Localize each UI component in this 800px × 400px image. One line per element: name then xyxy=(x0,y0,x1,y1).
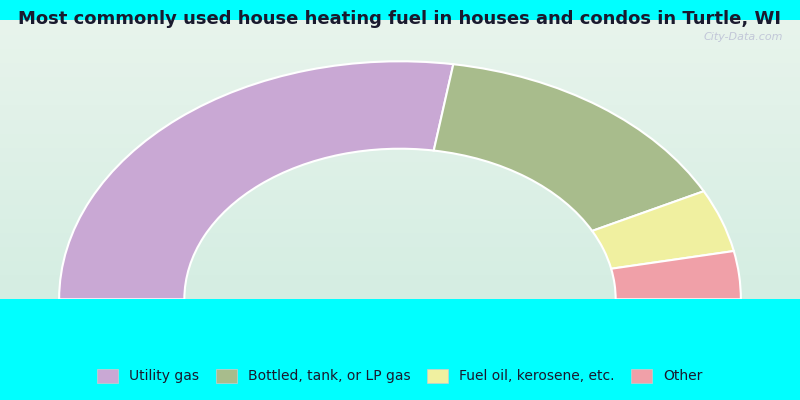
Wedge shape xyxy=(59,61,454,299)
Wedge shape xyxy=(611,251,741,299)
Text: City-Data.com: City-Data.com xyxy=(703,32,782,42)
Wedge shape xyxy=(434,64,704,231)
Wedge shape xyxy=(592,191,734,269)
Text: Most commonly used house heating fuel in houses and condos in Turtle, WI: Most commonly used house heating fuel in… xyxy=(18,10,782,28)
Bar xyxy=(0,299,800,360)
Legend: Utility gas, Bottled, tank, or LP gas, Fuel oil, kerosene, etc., Other: Utility gas, Bottled, tank, or LP gas, F… xyxy=(92,363,708,389)
